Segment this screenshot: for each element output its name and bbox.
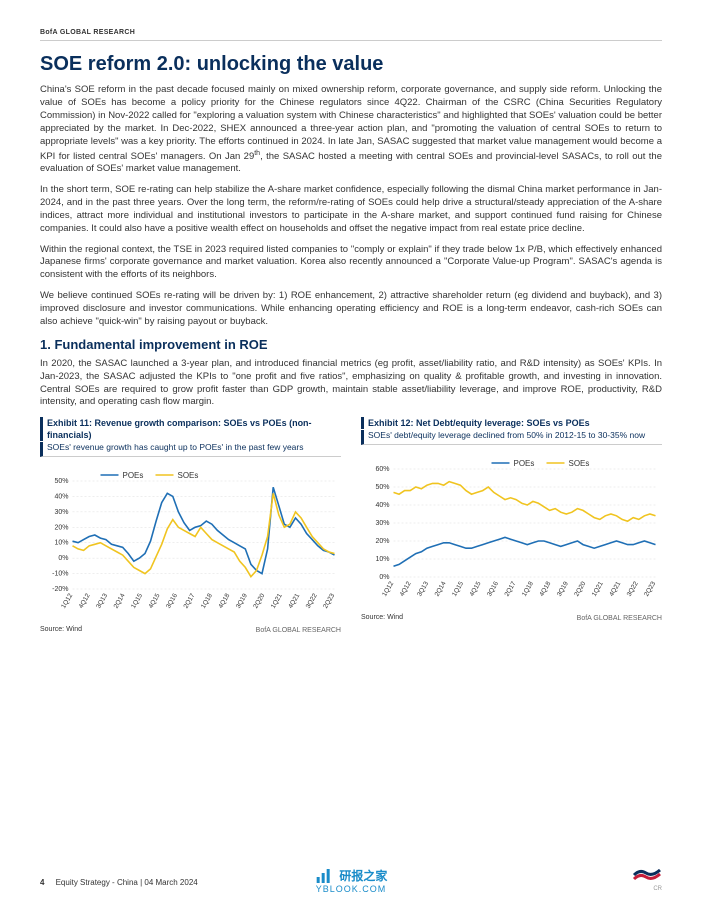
svg-text:POEs: POEs: [514, 459, 535, 468]
para-3: Within the regional context, the TSE in …: [40, 244, 662, 282]
svg-text:40%: 40%: [54, 493, 68, 500]
svg-text:60%: 60%: [375, 466, 389, 473]
svg-text:3Q16: 3Q16: [165, 592, 179, 610]
svg-text:4Q18: 4Q18: [217, 592, 231, 610]
svg-text:2Q23: 2Q23: [643, 580, 657, 598]
svg-text:1Q18: 1Q18: [521, 580, 535, 598]
svg-text:3Q13: 3Q13: [95, 592, 109, 610]
svg-text:1Q18: 1Q18: [200, 592, 214, 610]
para-1: China's SOE reform in the past decade fo…: [40, 84, 662, 176]
para-4: We believe continued SOEs re-rating will…: [40, 290, 662, 328]
svg-text:SOEs: SOEs: [178, 471, 199, 480]
svg-text:1Q12: 1Q12: [60, 592, 74, 610]
svg-text:1Q15: 1Q15: [451, 580, 465, 598]
exhibit-11-subtitle: SOEs' revenue growth has caught up to PO…: [40, 442, 341, 456]
watermark-text: 研报之家: [339, 869, 387, 883]
footer-page-number: 4: [40, 878, 44, 887]
page-title: SOE reform 2.0: unlocking the value: [40, 51, 662, 78]
svg-text:3Q19: 3Q19: [235, 592, 249, 610]
svg-text:4Q21: 4Q21: [287, 592, 301, 610]
svg-text:4Q15: 4Q15: [148, 592, 162, 610]
bofa-logo-icon: [632, 867, 662, 885]
svg-text:1Q15: 1Q15: [130, 592, 144, 610]
para-2: In the short term, SOE re-rating can hel…: [40, 184, 662, 235]
exhibit-11-title: Exhibit 11: Revenue growth comparison: S…: [40, 417, 341, 441]
svg-text:2Q14: 2Q14: [434, 580, 448, 598]
svg-text:SOEs: SOEs: [569, 459, 590, 468]
header-brand: BofA GLOBAL RESEARCH: [40, 28, 662, 41]
svg-text:4Q18: 4Q18: [538, 580, 552, 598]
svg-text:40%: 40%: [375, 502, 389, 509]
footer-cr: CR: [653, 885, 662, 893]
svg-text:2Q23: 2Q23: [322, 592, 336, 610]
exhibit-12-source-right: BofA GLOBAL RESEARCH: [361, 614, 662, 623]
svg-text:10%: 10%: [54, 540, 68, 547]
svg-text:3Q22: 3Q22: [305, 592, 319, 610]
exhibit-11-chart: -20% -10% 0% 10% 20% 30% 40% 50% 1Q12 4Q123Q13 2Q1…: [40, 463, 341, 623]
svg-text:50%: 50%: [54, 478, 68, 485]
exhibit-12-chart: 0% 10% 20% 30% 40% 50% 60% 1Q12 4Q123Q13 2Q141Q15…: [361, 451, 662, 611]
exhibit-12-title: Exhibit 12: Net Debt/equity leverage: SO…: [361, 417, 662, 429]
svg-text:1Q21: 1Q21: [270, 592, 284, 610]
svg-text:2Q17: 2Q17: [503, 580, 517, 598]
svg-text:2Q17: 2Q17: [182, 592, 196, 610]
section-1-heading: 1. Fundamental improvement in ROE: [40, 336, 662, 354]
svg-text:3Q16: 3Q16: [486, 580, 500, 598]
svg-text:2Q14: 2Q14: [113, 592, 127, 610]
watermark-url: YBLOOK.COM: [315, 883, 388, 895]
svg-text:30%: 30%: [54, 509, 68, 516]
svg-text:4Q15: 4Q15: [469, 580, 483, 598]
exhibit-12: Exhibit 12: Net Debt/equity leverage: SO…: [361, 417, 662, 636]
svg-text:4Q12: 4Q12: [78, 592, 92, 610]
svg-text:POEs: POEs: [123, 471, 144, 480]
svg-text:20%: 20%: [54, 524, 68, 531]
svg-text:1Q12: 1Q12: [381, 580, 395, 598]
svg-text:-10%: -10%: [52, 571, 68, 578]
svg-text:4Q12: 4Q12: [399, 580, 413, 598]
svg-text:4Q21: 4Q21: [608, 580, 622, 598]
svg-text:50%: 50%: [375, 484, 389, 491]
svg-text:-20%: -20%: [52, 586, 68, 593]
charts-row: Exhibit 11: Revenue growth comparison: S…: [40, 417, 662, 636]
svg-text:20%: 20%: [375, 538, 389, 545]
svg-text:10%: 10%: [375, 556, 389, 563]
svg-text:0%: 0%: [58, 555, 68, 562]
svg-text:3Q13: 3Q13: [416, 580, 430, 598]
exhibit-12-subtitle: SOEs' debt/equity leverage declined from…: [361, 430, 662, 444]
svg-text:1Q21: 1Q21: [591, 580, 605, 598]
section-1-body: In 2020, the SASAC launched a 3-year pla…: [40, 358, 662, 409]
watermark: 研报之家 YBLOOK.COM: [315, 867, 388, 895]
exhibit-11-source-right: BofA GLOBAL RESEARCH: [40, 626, 341, 635]
svg-text:2Q20: 2Q20: [573, 580, 587, 598]
svg-text:30%: 30%: [375, 520, 389, 527]
svg-text:3Q22: 3Q22: [626, 580, 640, 598]
svg-text:3Q19: 3Q19: [556, 580, 570, 598]
svg-text:0%: 0%: [379, 574, 389, 581]
exhibit-11: Exhibit 11: Revenue growth comparison: S…: [40, 417, 341, 636]
svg-text:2Q20: 2Q20: [252, 592, 266, 610]
footer-meta: Equity Strategy - China | 04 March 2024: [56, 878, 198, 887]
